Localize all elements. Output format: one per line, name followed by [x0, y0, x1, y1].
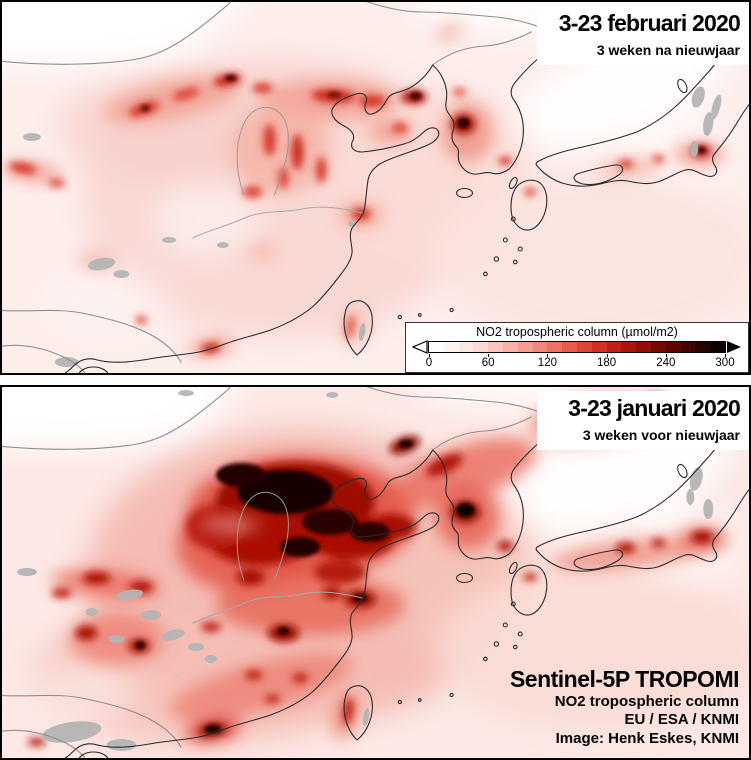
colorbar-left-arrow-icon [412, 340, 428, 354]
mission-name: Sentinel-5P TROPOMI [509, 666, 740, 693]
image-credit: Image: Henk Eskes, KNMI [555, 729, 739, 747]
tick-label: 180 [597, 357, 617, 369]
organisations: EU / ESA / KNMI [624, 711, 739, 729]
panel-subtitle: 3 weken na nieuwjaar [596, 42, 740, 59]
tick-label: 120 [537, 357, 557, 369]
colorbar-title: NO2 tropospheric column (µmol/m2) [476, 324, 678, 339]
tick-label: 300 [715, 357, 735, 369]
panel-february: 3-23 februari 2020 3 weken na nieuwjaar … [0, 0, 751, 375]
product-name: NO2 tropospheric column [554, 693, 739, 711]
panel-january: 3-23 januari 2020 3 weken voor nieuwjaar… [0, 385, 751, 760]
title-box-january: 3-23 januari 2020 3 weken voor nieuwjaar [537, 391, 749, 451]
tick-label: 60 [481, 357, 495, 369]
colorbar-gradient [428, 341, 726, 353]
panel-subtitle: 3 weken voor nieuwjaar [582, 427, 740, 444]
title-box-february: 3-23 februari 2020 3 weken na nieuwjaar [537, 6, 749, 66]
tick-label: 240 [656, 357, 676, 369]
tick-label: 0 [425, 357, 433, 369]
credits-block: Sentinel-5P TROPOMI NO2 tropospheric col… [509, 666, 740, 748]
panel-title: 3-23 januari 2020 [568, 395, 741, 421]
colorbar: NO2 tropospheric column (µmol/m2) 0 60 1… [405, 321, 749, 373]
colorbar-right-arrow-icon [727, 341, 741, 353]
colorbar-tickmarks [429, 354, 726, 357]
panel-title: 3-23 februari 2020 [558, 10, 741, 36]
colorbar-tick-labels: 0 60 120 180 240 300 [425, 357, 735, 370]
